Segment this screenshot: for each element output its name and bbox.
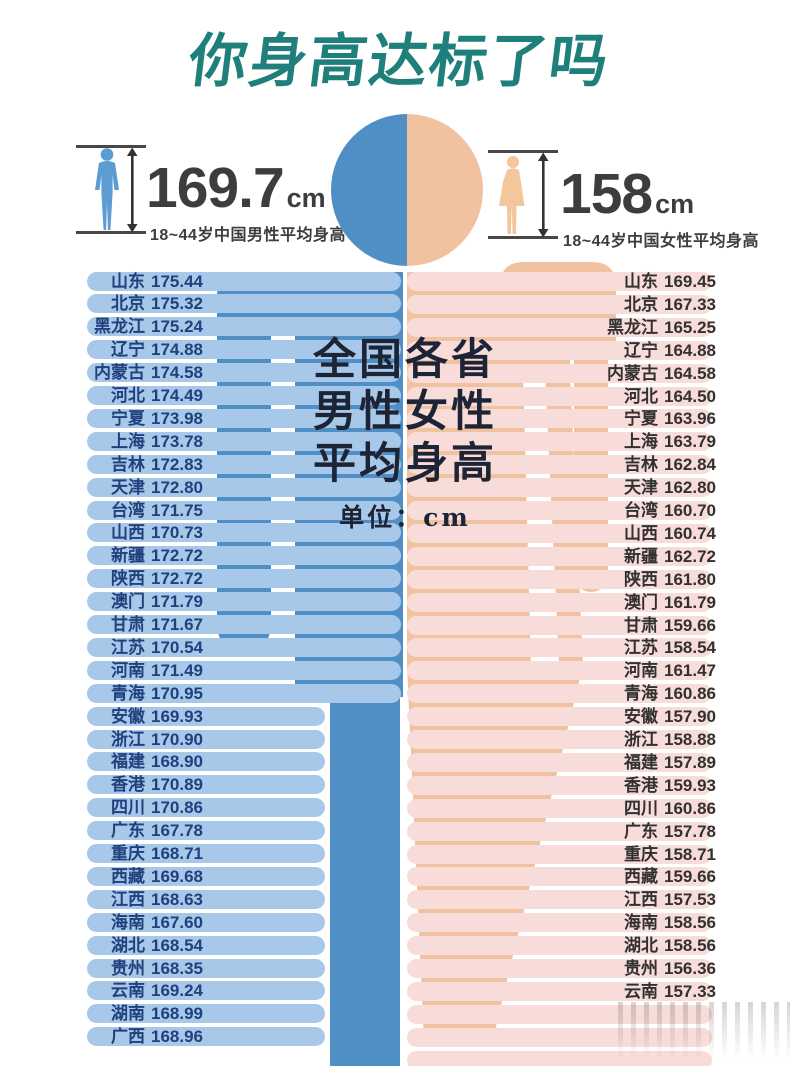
man-icon <box>95 148 119 230</box>
male-average-unit: cm <box>286 183 326 213</box>
center-line-3: 平均身高 <box>313 439 497 489</box>
woman-icon <box>499 156 525 234</box>
female-average-height: 158 cm <box>560 161 694 227</box>
female-average-value: 158 <box>560 162 653 226</box>
woman-measure-icon <box>488 150 558 239</box>
center-unit-label: 单位：cm <box>339 503 471 532</box>
print-smear-artifact <box>618 1002 790 1066</box>
center-caption: 全国各省 男性女性 平均身高 单位：cm <box>255 334 555 534</box>
male-average-caption: 18~44岁中国男性平均身高 <box>150 227 346 244</box>
man-measure-icon <box>76 145 146 234</box>
male-average-value: 169.7 <box>146 156 285 220</box>
center-line-2: 男性女性 <box>313 387 497 437</box>
male-average-height: 169.7 cm <box>146 155 326 221</box>
female-average-caption: 18~44岁中国女性平均身高 <box>563 233 759 250</box>
female-average-unit: cm <box>655 189 695 219</box>
center-line-1: 全国各省 <box>313 335 497 385</box>
